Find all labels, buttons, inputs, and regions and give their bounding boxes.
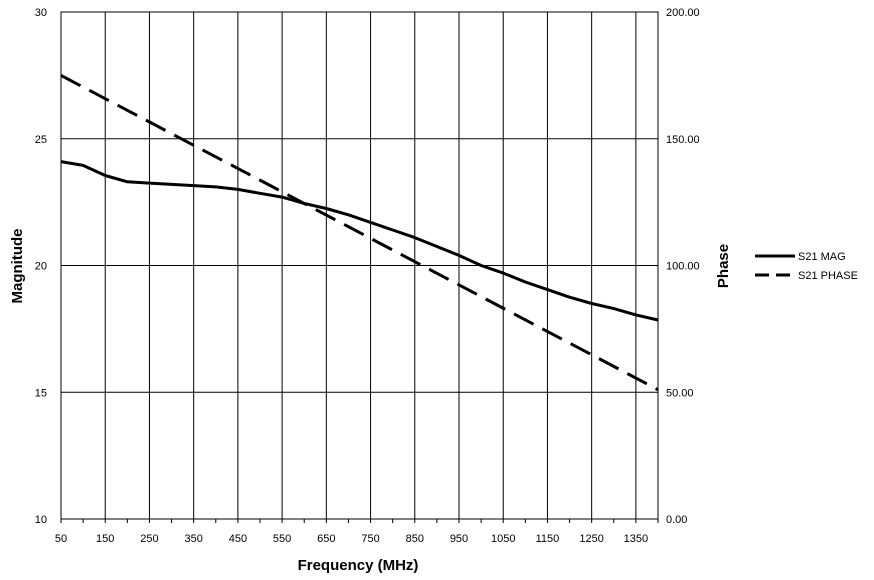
x-tick-label: 1250 bbox=[579, 533, 603, 545]
y-tick-label: 15 bbox=[35, 387, 47, 399]
x-tick-label: 950 bbox=[450, 533, 468, 545]
y2-axis-title: Phase bbox=[715, 244, 732, 288]
legend-label-phase: S21 PHASE bbox=[798, 270, 858, 282]
y2-tick-label: 100.00 bbox=[666, 261, 700, 273]
y-tick-label: 10 bbox=[35, 514, 47, 526]
x-tick-label: 650 bbox=[317, 533, 335, 545]
y2-axis-ticks: 0.00 50.00 100.00 150.00 200.00 bbox=[666, 7, 700, 526]
y2-tick-label: 200.00 bbox=[666, 7, 700, 19]
x-tick-label: 1050 bbox=[491, 533, 515, 545]
series-line-s21-mag bbox=[60, 160, 659, 322]
series-lines bbox=[60, 74, 659, 392]
x-tick-label: 50 bbox=[55, 533, 67, 545]
y2-tick-label: 150.00 bbox=[666, 134, 700, 146]
y-axis-title: Magnitude bbox=[9, 229, 26, 304]
y2-tick-label: 0.00 bbox=[666, 514, 687, 526]
x-tick-label: 1350 bbox=[624, 533, 648, 545]
y-tick-label: 30 bbox=[35, 7, 47, 19]
y-tick-label: 20 bbox=[35, 261, 47, 273]
x-tick-label: 1150 bbox=[536, 533, 560, 545]
x-tick-label: 150 bbox=[96, 533, 114, 545]
legend-label-mag: S21 MAG bbox=[798, 251, 846, 263]
x-tick-label: 450 bbox=[229, 533, 247, 545]
x-tick-label: 850 bbox=[406, 533, 424, 545]
x-tick-label: 250 bbox=[140, 533, 158, 545]
plot-frame bbox=[60, 11, 659, 520]
y-tick-label: 25 bbox=[35, 134, 47, 146]
y-axis-ticks: 10 15 20 25 30 bbox=[35, 7, 47, 526]
legend: S21 MAG S21 PHASE bbox=[755, 251, 858, 282]
y2-tick-label: 50.00 bbox=[666, 387, 694, 399]
x-tick-label: 350 bbox=[184, 533, 202, 545]
x-axis-title: Frequency (MHz) bbox=[298, 557, 419, 574]
series-line-s21-phase bbox=[60, 74, 659, 392]
x-tick-label: 750 bbox=[361, 533, 379, 545]
x-axis-ticks: 50 150 250 350 450 550 650 750 850 950 1050 1150 125… bbox=[55, 519, 659, 545]
x-tick-label: 550 bbox=[273, 533, 291, 545]
grid bbox=[61, 12, 658, 519]
